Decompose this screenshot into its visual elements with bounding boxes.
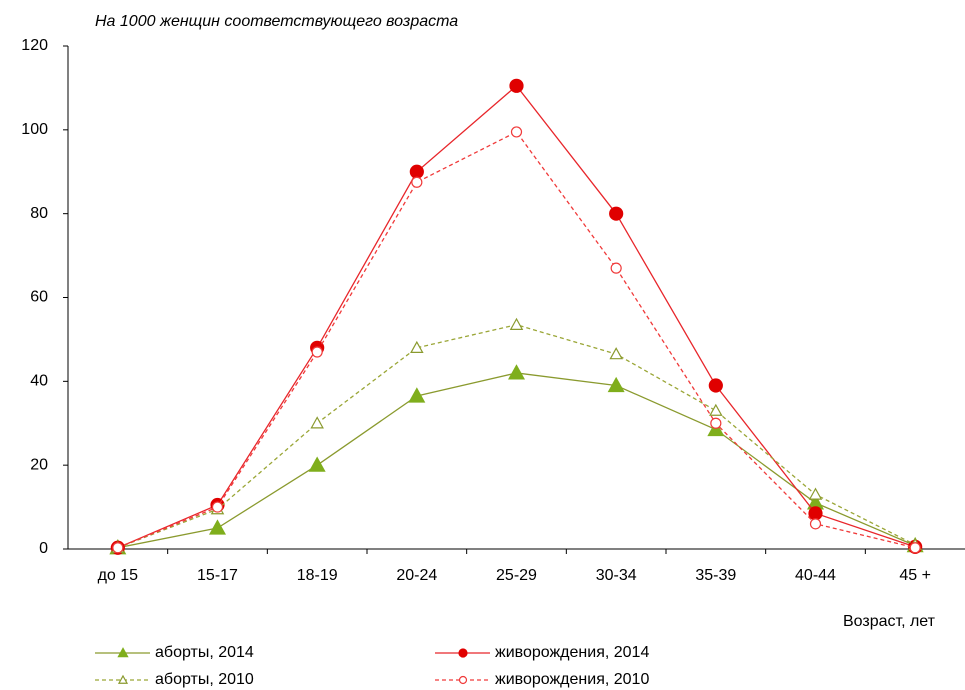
data-point [508,364,525,380]
x-tick-label: 18-19 [297,567,338,584]
data-point [510,126,523,138]
data-point [709,403,723,416]
y-tick-label: 40 [30,373,48,390]
series-line [117,84,916,549]
data-point [308,456,326,472]
y-tick-label: 100 [21,121,48,138]
x-tick-label: 35-39 [695,567,736,584]
data-point [708,378,723,393]
y-tick-label: 60 [30,289,48,306]
y-tick-label: 0 [39,540,48,557]
data-point [509,78,524,93]
x-tick-label: 30-34 [596,567,637,584]
chart-title: На 1000 женщин соответствующего возраста [95,13,458,30]
data-point [909,542,921,554]
data-point [609,206,624,221]
y-tick-label: 80 [30,205,48,222]
series-line [117,324,916,549]
data-point [808,487,823,500]
x-tick-label: 45 + [899,567,931,584]
series-line [117,372,916,549]
data-point [809,518,822,530]
legend-marker [458,648,468,658]
data-point [112,542,124,554]
legend-label: аборты, 2010 [155,671,254,688]
data-point [509,317,524,330]
data-point [609,347,623,360]
x-axis-label: Возраст, лет [843,613,936,630]
data-point [710,417,722,429]
legend-label: живорождения, 2014 [495,644,649,661]
data-point [311,346,323,358]
legend-marker [117,674,129,684]
x-tick-label: 15-17 [197,567,238,584]
data-point [410,340,424,353]
x-tick-label: 25-29 [496,567,537,584]
data-point [411,176,423,188]
data-point [808,506,823,521]
data-point [610,262,622,274]
data-point [607,376,625,393]
x-tick-label: до 15 [98,567,139,584]
y-tick-label: 20 [30,456,48,473]
data-point [409,164,424,179]
legend-marker [117,647,129,658]
legend-marker [458,675,468,685]
data-point [408,387,426,403]
x-tick-label: 20-24 [396,567,437,584]
series-line [117,131,916,549]
legend-label: аборты, 2014 [155,644,254,661]
x-tick-label: 40-44 [795,567,836,584]
y-tick-label: 120 [21,37,48,54]
data-point [310,416,324,429]
data-point [209,519,226,535]
data-point [211,501,224,513]
legend-label: живорождения, 2010 [495,671,649,688]
